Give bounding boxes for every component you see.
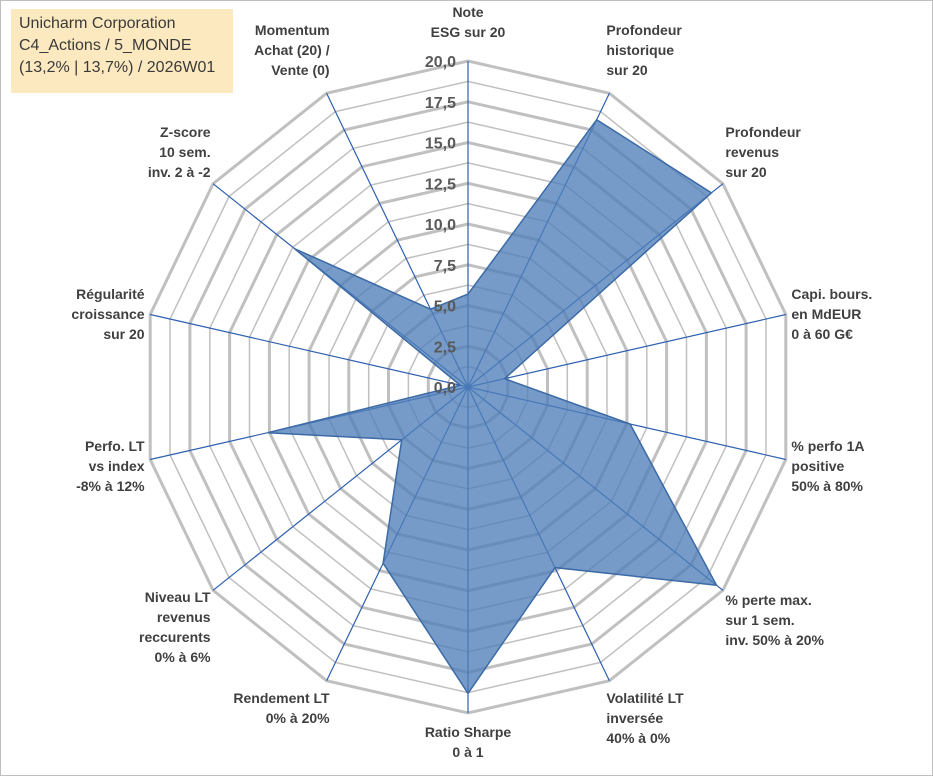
axis-label-niveau_lt_revenus: Niveau LT revenus reccurents 0% à 6% [139, 589, 211, 665]
axis-label-volatilite_lt: Volatilité LT inversée 40% à 0% [606, 690, 684, 746]
tick-label: 15,0 [425, 136, 456, 153]
axis-label-line: 0% à 6% [155, 649, 212, 665]
axis-label-line: revenus [157, 609, 211, 625]
tick-label: 2,5 [434, 339, 456, 356]
portfolio-path: C4_Actions / 5_MONDE [19, 35, 227, 57]
axis-label-line: 0 à 60 G€ [791, 326, 853, 342]
axis-label-line: Vente (0) [271, 62, 329, 78]
axis-label-line: Momentum [255, 22, 330, 38]
info-box: Unicharm Corporation C4_Actions / 5_MOND… [11, 9, 233, 93]
tick-label: 12,5 [425, 176, 456, 193]
axis-label-regularite_croissance: Régularité croissance sur 20 [71, 286, 144, 342]
axis-label-line: 40% à 0% [606, 730, 670, 746]
axis-label-rendement_lt: Rendement LT 0% à 20% [233, 690, 330, 726]
axis-label-line: sur 20 [725, 164, 766, 180]
axis-label-profondeur_revenus: Profondeur revenus sur 20 [725, 124, 801, 180]
tick-label: 0,0 [434, 380, 456, 397]
axis-label-perte_max: % perte max. sur 1 sem. inv. 50% à 20% [725, 592, 824, 648]
axis-label-line: positive [791, 458, 844, 474]
axis-label-line: revenus [725, 144, 779, 160]
axis-label-line: Profondeur [606, 22, 682, 38]
tick-label: 7,5 [434, 258, 456, 275]
company-name: Unicharm Corporation [19, 13, 227, 35]
axis-label-line: historique [606, 42, 674, 58]
axis-label-line: Z-score [160, 124, 211, 140]
axis-label-line: Capi. bours. [791, 286, 872, 302]
axis-label-note_esg: Note ESG sur 20 [431, 4, 506, 40]
axis-label-profondeur_historique: Profondeur historique sur 20 [606, 22, 682, 78]
performance-week: (13,2% | 13,7%) / 2026W01 [19, 57, 227, 79]
tick-label: 20,0 [425, 54, 456, 71]
axis-label-line: 0 à 1 [452, 744, 483, 760]
axis-label-line: Profondeur [725, 124, 801, 140]
axis-label-line: sur 20 [606, 62, 647, 78]
axis-label-line: 0% à 20% [266, 710, 330, 726]
axis-label-perfo_lt_index: Perfo. LT vs index -8% à 12% [76, 438, 145, 494]
axis-label-ratio_sharpe: Ratio Sharpe 0 à 1 [425, 724, 512, 760]
radar-series [268, 120, 717, 694]
axis-label-line: sur 20 [103, 326, 144, 342]
axis-label-line: Volatilité LT [606, 690, 684, 706]
tick-label: 5,0 [434, 299, 456, 316]
axis-label-line: Ratio Sharpe [425, 724, 512, 740]
axis-label-momentum: Momentum Achat (20) / Vente (0) [254, 22, 330, 78]
axis-label-line: inversée [606, 710, 663, 726]
axis-label-line: sur 1 sem. [725, 612, 794, 628]
axis-label-line: Achat (20) / [254, 42, 330, 58]
axis-label-line: inv. 50% à 20% [725, 632, 824, 648]
axis-label-z_score: Z-score 10 sem. inv. 2 à -2 [148, 124, 211, 180]
axis-label-line: Régularité [76, 286, 145, 302]
axis-label-line: Rendement LT [233, 690, 330, 706]
axis-label-line: vs index [89, 458, 145, 474]
axis-label-line: % perte max. [725, 592, 811, 608]
axis-label-line: 50% à 80% [791, 478, 863, 494]
axis-label-line: ESG sur 20 [431, 24, 506, 40]
axis-label-line: reccurents [139, 629, 211, 645]
axis-label-line: -8% à 12% [76, 478, 145, 494]
axis-label-line: % perfo 1A [791, 438, 864, 454]
tick-label: 10,0 [425, 217, 456, 234]
axis-label-capi_bours: Capi. bours. en MdEUR 0 à 60 G€ [791, 286, 872, 342]
axis-label-line: Perfo. LT [85, 438, 145, 454]
axis-label-line: 10 sem. [159, 144, 210, 160]
series-area [268, 120, 717, 694]
axis-label-line: inv. 2 à -2 [148, 164, 211, 180]
axis-label-line: croissance [71, 306, 144, 322]
axis-label-line: Niveau LT [145, 589, 211, 605]
tick-label: 17,5 [425, 95, 456, 112]
axis-label-perfo_1a: % perfo 1A positive 50% à 80% [791, 438, 864, 494]
axis-label-line: Note [452, 4, 483, 20]
axis-label-line: en MdEUR [791, 306, 861, 322]
